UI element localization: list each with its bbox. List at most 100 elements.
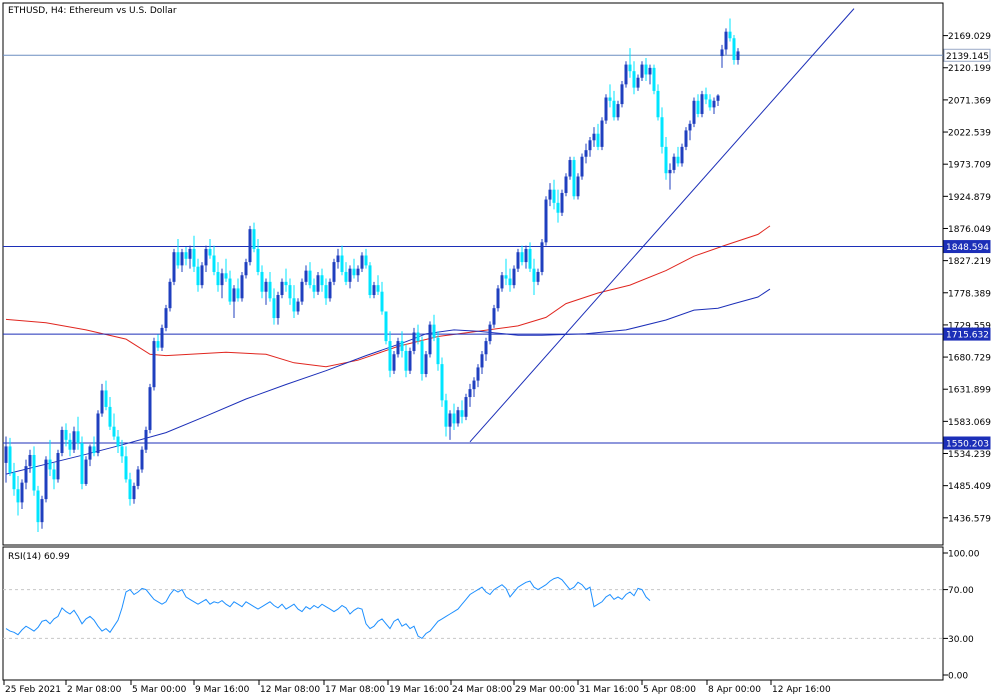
candle-body bbox=[688, 123, 692, 131]
price-axis: 2169.029 2120.199 2071.369 2022.539 1973.709… bbox=[943, 32, 991, 524]
candle-body bbox=[416, 332, 420, 342]
price-label-text: 1848.594 bbox=[946, 243, 989, 253]
candle-body bbox=[172, 252, 176, 282]
candle-body bbox=[328, 281, 332, 299]
candle-body bbox=[372, 285, 376, 296]
candle-body bbox=[108, 406, 112, 427]
time-tick-label: 17 Mar 08:00 bbox=[325, 685, 385, 695]
candle-body bbox=[520, 252, 524, 263]
price-tick-label: 2169.029 bbox=[948, 32, 991, 42]
candle-body bbox=[676, 156, 680, 164]
candle-body bbox=[532, 268, 536, 282]
candle-body bbox=[136, 469, 140, 486]
candle-body bbox=[548, 189, 552, 200]
price-tick-label: 1436.579 bbox=[948, 514, 991, 524]
candle-body bbox=[544, 199, 548, 243]
candle-body bbox=[628, 64, 632, 72]
candle-body bbox=[160, 327, 164, 348]
candle-body bbox=[596, 133, 600, 147]
candle-body bbox=[92, 446, 96, 454]
candle-body bbox=[528, 248, 532, 269]
candle-body bbox=[344, 271, 348, 282]
candle-body bbox=[212, 255, 216, 272]
candle-body bbox=[480, 354, 484, 368]
candle-body bbox=[608, 97, 612, 101]
candle-body bbox=[456, 410, 460, 424]
candle-body bbox=[632, 71, 636, 88]
candle-body bbox=[656, 90, 660, 118]
price-tick-label: 2022.539 bbox=[948, 129, 991, 139]
candle-body bbox=[516, 252, 520, 269]
chart-title: ETHUSD, H4: Ethereum vs U.S. Dollar bbox=[8, 6, 177, 16]
ma-slow-line bbox=[5, 288, 771, 475]
candle-body bbox=[24, 466, 28, 483]
candle-body bbox=[256, 248, 260, 272]
rsi-line bbox=[5, 576, 651, 640]
candle-body bbox=[552, 189, 556, 203]
time-axis: 25 Feb 2021 2 Mar 08:00 5 Mar 00:00 9 Mar 1… bbox=[3, 680, 831, 695]
candle-body bbox=[292, 298, 296, 312]
main-pane-border bbox=[2, 2, 944, 546]
candle-body bbox=[708, 99, 712, 108]
candle-body bbox=[140, 449, 144, 470]
candle-body bbox=[112, 426, 116, 437]
candle-body bbox=[300, 281, 304, 302]
candle-body bbox=[576, 176, 580, 197]
time-tick-label: 2 Mar 08:00 bbox=[67, 685, 122, 695]
candle-body bbox=[636, 77, 640, 88]
candle-body bbox=[540, 242, 544, 272]
candle-body bbox=[684, 130, 688, 147]
candle-body bbox=[184, 252, 188, 259]
candle-body bbox=[624, 64, 628, 85]
candle-body bbox=[284, 281, 288, 286]
candle-body bbox=[512, 268, 516, 286]
candle-body bbox=[76, 431, 80, 444]
candle-body bbox=[660, 117, 664, 147]
candle-body bbox=[604, 97, 608, 121]
candle-body bbox=[728, 31, 732, 39]
candle-body bbox=[396, 341, 400, 355]
candle-body bbox=[264, 281, 268, 292]
candle-body bbox=[736, 51, 740, 60]
rsi-tick-label: 30.00 bbox=[948, 635, 974, 645]
candle-body bbox=[196, 266, 200, 286]
candle-body bbox=[488, 324, 492, 342]
candle-body bbox=[296, 301, 300, 312]
candle-body bbox=[648, 67, 652, 75]
candle-body bbox=[440, 364, 444, 401]
candle-body bbox=[104, 390, 108, 407]
candle-body bbox=[176, 252, 180, 266]
candle-body bbox=[268, 281, 272, 299]
candle-body bbox=[444, 400, 448, 427]
rsi-tick-label: 100.00 bbox=[948, 550, 980, 560]
candle-body bbox=[384, 311, 388, 342]
time-tick-label: 29 Mar 00:00 bbox=[515, 685, 575, 695]
price-tick-label: 1485.409 bbox=[948, 482, 991, 492]
candle-body bbox=[584, 150, 588, 157]
candle-body bbox=[436, 337, 440, 365]
candle-body bbox=[96, 413, 100, 454]
candle-body bbox=[600, 120, 604, 147]
candle-body bbox=[592, 133, 596, 141]
candle-body bbox=[716, 95, 720, 101]
candle-body bbox=[376, 285, 380, 292]
candle-body bbox=[368, 265, 372, 296]
candle-body bbox=[508, 278, 512, 286]
candle-body bbox=[144, 429, 148, 450]
candle-body bbox=[644, 64, 648, 75]
candle-body bbox=[156, 341, 160, 348]
price-tick-label: 1924.879 bbox=[948, 193, 991, 203]
candle-body bbox=[208, 248, 212, 256]
candle-body bbox=[612, 100, 616, 118]
candle-body bbox=[276, 295, 280, 319]
candle-body bbox=[260, 271, 264, 292]
candle-body bbox=[44, 459, 48, 500]
price-tick-label: 1680.729 bbox=[948, 354, 991, 364]
candle-body bbox=[556, 202, 560, 213]
candle-body bbox=[680, 146, 684, 164]
candle-body bbox=[204, 248, 208, 266]
candles bbox=[4, 18, 740, 533]
candle-body bbox=[200, 265, 204, 286]
